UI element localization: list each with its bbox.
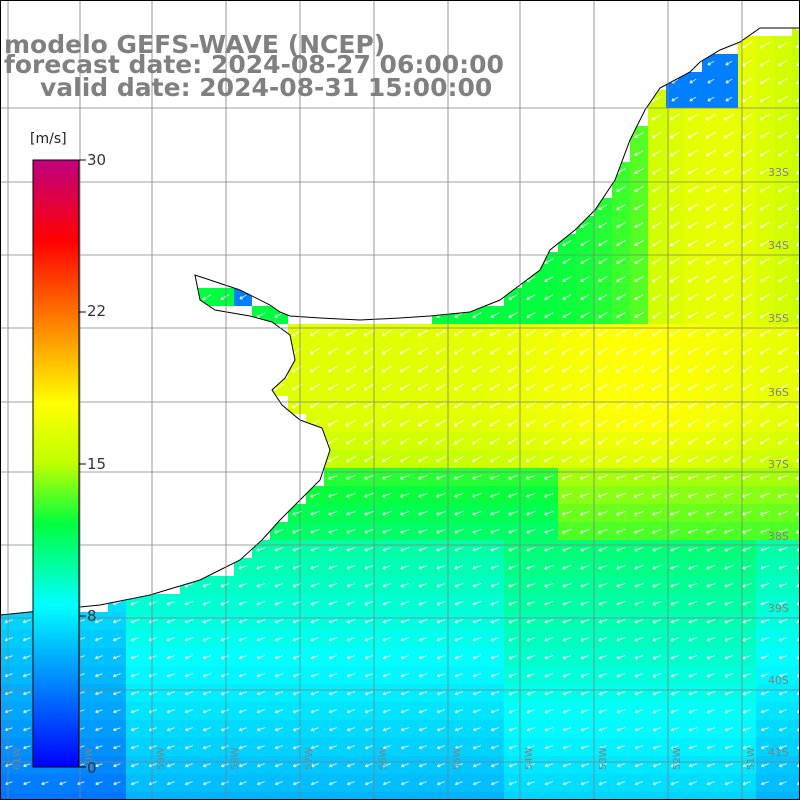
colorbar <box>32 159 86 768</box>
title-valid-date: valid date: 2024-08-31 15:00:00 <box>40 73 493 102</box>
lon-label: 54W <box>524 747 535 770</box>
lat-label: 36S <box>768 386 789 399</box>
title-model: modelo GEFS-WAVE (NCEP) <box>4 30 386 59</box>
lon-label: 59W <box>156 747 167 770</box>
lon-label: 51W <box>746 747 757 770</box>
lon-label: 52W <box>672 747 683 770</box>
lat-label: 38S <box>768 530 789 543</box>
lat-label: 33S <box>768 166 789 179</box>
lat-label: 35S <box>768 312 789 325</box>
lon-label: 58W <box>230 747 241 770</box>
lat-label: 39S <box>768 602 789 615</box>
lat-label: 37S <box>768 458 789 471</box>
lat-label: 40S <box>768 674 789 687</box>
title-forecast-date: forecast date: 2024-08-27 06:00:00 <box>4 50 504 79</box>
lon-label: 57W <box>304 747 315 770</box>
lat-label: 41S <box>768 746 789 759</box>
lon-label: 53W <box>598 747 609 770</box>
lon-label: 60W <box>84 747 95 770</box>
lon-label: 56W <box>378 747 389 770</box>
lon-label: 61W <box>12 747 23 770</box>
colorbar-ramp <box>32 159 80 768</box>
lat-label: 34S <box>768 239 789 252</box>
lon-label: 55W <box>452 747 463 770</box>
landmass <box>0 0 800 616</box>
